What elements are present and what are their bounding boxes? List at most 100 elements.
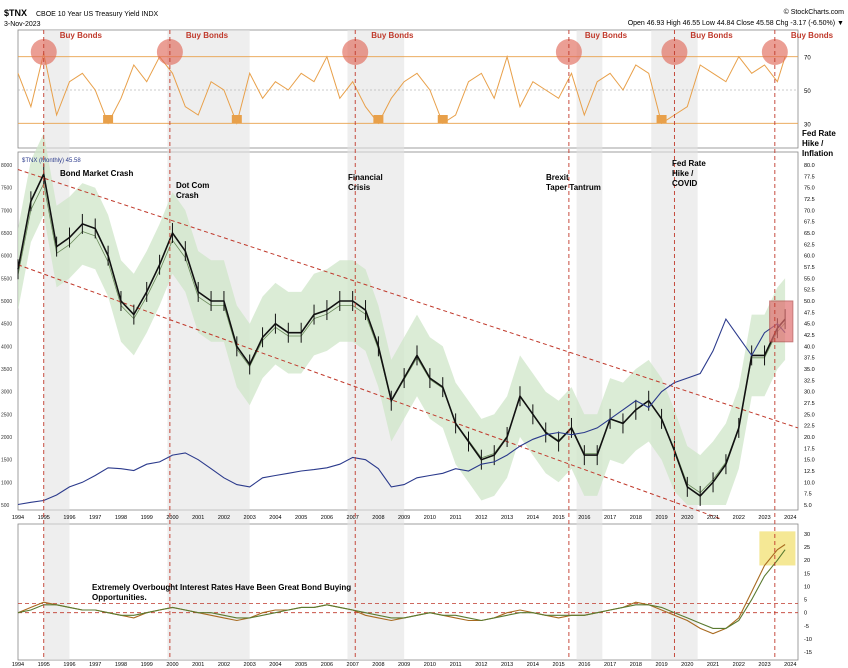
main-left-tick-15: 500 <box>1 503 10 509</box>
macd-tick-7: -5 <box>804 624 809 630</box>
event-brexit-taper: Brexit Taper Tantrum <box>546 173 601 192</box>
x-tick-bottom-2020: 2020 <box>681 662 693 668</box>
buy-label-2: Buy Bonds <box>371 31 414 40</box>
main-right-tick-10: 55.0 <box>804 276 815 282</box>
top-panel-frame <box>17 29 799 149</box>
main-right-tick-19: 32.5 <box>804 378 815 384</box>
main-right-tick-12: 50.0 <box>804 299 815 305</box>
x-tick-bottom-2009: 2009 <box>398 662 410 668</box>
x-tick-bottom-2007: 2007 <box>347 662 359 668</box>
x-tick-1997: 1997 <box>89 515 101 521</box>
x-tick-bottom-2011: 2011 <box>450 662 462 668</box>
main-right-tick-8: 60.0 <box>804 254 815 260</box>
x-tick-2022: 2022 <box>733 515 745 521</box>
x-tick-bottom-2006: 2006 <box>321 662 333 668</box>
rsi-tick-2: 30 <box>804 122 811 128</box>
macd-tick-0: 30 <box>804 532 810 538</box>
main-right-tick-24: 20.0 <box>804 435 815 441</box>
macd-tick-9: -15 <box>804 650 812 656</box>
main-left-tick-7: 4500 <box>1 322 12 328</box>
x-tick-bottom-2015: 2015 <box>552 662 564 668</box>
main-left-tick-5: 5500 <box>1 276 12 282</box>
macd-tick-1: 25 <box>804 545 810 551</box>
x-tick-2004: 2004 <box>269 515 281 521</box>
main-right-tick-14: 45.0 <box>804 322 815 328</box>
channel-upper <box>17 169 799 429</box>
main-left-tick-11: 2500 <box>1 412 12 418</box>
channel-lower <box>17 264 721 520</box>
main-right-tick-29: 7.5 <box>804 492 812 498</box>
rsi-tick-1: 50 <box>804 89 811 95</box>
main-left-tick-10: 3000 <box>1 390 12 396</box>
main-left-tick-8: 4000 <box>1 344 12 350</box>
x-tick-bottom-2010: 2010 <box>424 662 436 668</box>
x-tick-2009: 2009 <box>398 515 410 521</box>
bollinger-band <box>18 133 786 506</box>
ticker: $TNX <box>4 8 27 18</box>
main-right-tick-6: 65.0 <box>804 231 815 237</box>
rsi-oversold-fill-50 <box>656 115 667 124</box>
x-tick-bottom-2021: 2021 <box>707 662 719 668</box>
x-tick-bottom-2003: 2003 <box>244 662 256 668</box>
main-right-tick-2: 75.0 <box>804 186 815 192</box>
shaded-period-3 <box>576 30 603 660</box>
main-left-tick-1: 7500 <box>1 186 12 192</box>
x-tick-2021: 2021 <box>707 515 719 521</box>
main-left-tick-12: 2000 <box>1 435 12 441</box>
x-tick-2020: 2020 <box>681 515 693 521</box>
rsi-oversold-fill-33 <box>437 115 448 124</box>
x-tick-2012: 2012 <box>475 515 487 521</box>
x-tick-2001: 2001 <box>192 515 204 521</box>
main-right-tick-13: 47.5 <box>804 310 815 316</box>
x-tick-bottom-2008: 2008 <box>372 662 384 668</box>
x-tick-bottom-1998: 1998 <box>115 662 127 668</box>
main-legend: $TNX (Monthly) 45.58 <box>22 158 81 164</box>
source-credit: © StockCharts.com <box>784 8 845 16</box>
main-right-tick-0: 80.0 <box>804 163 815 169</box>
x-tick-2011: 2011 <box>450 515 462 521</box>
main-right-tick-30: 5.0 <box>804 503 812 509</box>
x-tick-2017: 2017 <box>604 515 616 521</box>
main-right-tick-1: 77.5 <box>804 174 815 180</box>
event-financial-crisis: Financial Crisis <box>348 173 383 192</box>
main-left-tick-6: 5000 <box>1 299 12 305</box>
buy-label-0: Buy Bonds <box>60 31 103 40</box>
main-right-tick-4: 70.0 <box>804 208 815 214</box>
buy-label-4: Buy Bonds <box>690 31 733 40</box>
main-right-tick-7: 62.5 <box>804 242 815 248</box>
main-left-tick-4: 6000 <box>1 254 12 260</box>
x-tick-bottom-1995: 1995 <box>38 662 50 668</box>
x-tick-bottom-2005: 2005 <box>295 662 307 668</box>
shaded-period-0 <box>43 30 70 660</box>
main-right-tick-16: 40.0 <box>804 344 815 350</box>
x-tick-1998: 1998 <box>115 515 127 521</box>
macd-tick-4: 10 <box>804 584 810 590</box>
x-tick-bottom-2016: 2016 <box>578 662 590 668</box>
header-date: 3-Nov-2023 <box>4 21 41 28</box>
x-tick-2018: 2018 <box>630 515 642 521</box>
main-left-tick-0: 8000 <box>1 163 12 169</box>
macd-tick-6: 0 <box>804 611 807 617</box>
macd-tick-5: 5 <box>804 598 807 604</box>
x-tick-2024: 2024 <box>784 515 796 521</box>
main-right-tick-28: 10.0 <box>804 480 815 486</box>
current-yield-highlight <box>769 300 794 343</box>
x-tick-bottom-1999: 1999 <box>141 662 153 668</box>
macd-signal-line <box>17 549 786 629</box>
x-tick-2002: 2002 <box>218 515 230 521</box>
overlay-line <box>17 317 786 506</box>
x-tick-bottom-2001: 2001 <box>192 662 204 668</box>
x-tick-2006: 2006 <box>321 515 333 521</box>
x-tick-bottom-2018: 2018 <box>630 662 642 668</box>
buy-label-5: Buy Bonds <box>791 31 834 40</box>
x-tick-2003: 2003 <box>244 515 256 521</box>
event-dot-com-crash: Dot Com Crash <box>176 181 209 200</box>
x-tick-bottom-1994: 1994 <box>12 662 24 668</box>
main-left-tick-13: 1500 <box>1 458 12 464</box>
rsi-oversold-fill-17 <box>231 115 242 124</box>
rsi-oversold-fill-28 <box>373 115 384 124</box>
x-tick-2019: 2019 <box>655 515 667 521</box>
x-tick-bottom-2014: 2014 <box>527 662 539 668</box>
main-left-tick-2: 7000 <box>1 208 12 214</box>
